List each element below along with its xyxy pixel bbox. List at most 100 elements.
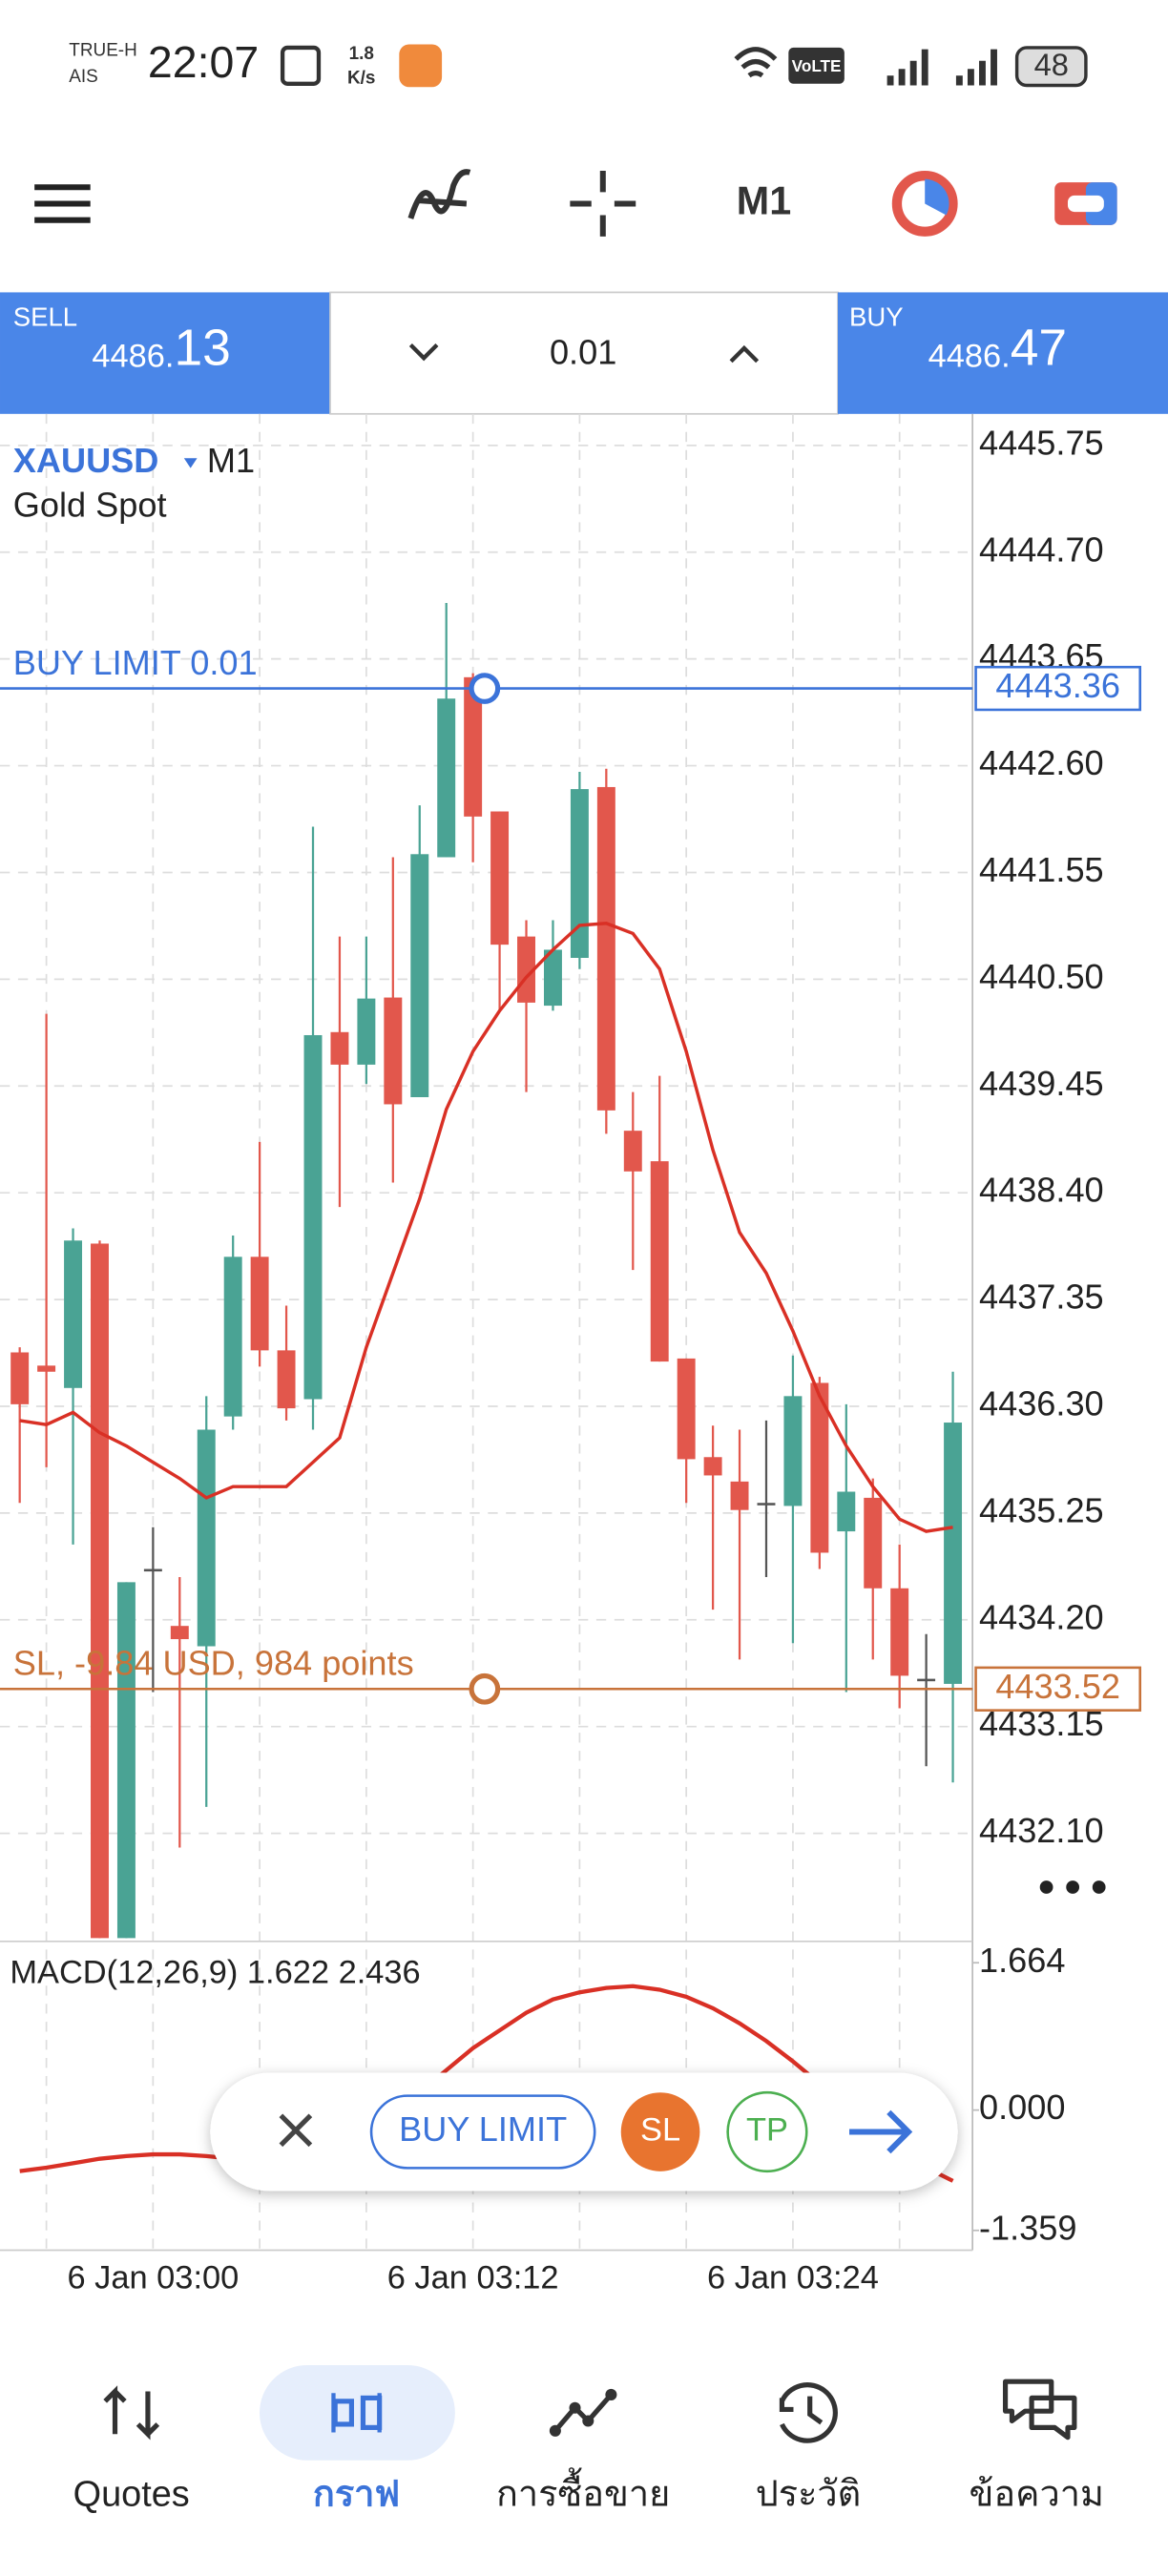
tp-button[interactable] <box>726 2090 808 2173</box>
y-tick-label: 4436.30 <box>979 1384 1104 1423</box>
candle-body <box>917 1678 936 1682</box>
candle-body <box>596 786 615 1111</box>
trade-tab-dot <box>605 2388 617 2400</box>
candle-body <box>197 1429 216 1647</box>
macd-signal <box>19 1984 954 2183</box>
candle-body <box>944 1423 963 1684</box>
app-icon <box>399 44 443 88</box>
net-speed: 1.8 <box>349 44 374 64</box>
x-tick-label: 6 Jan 03:24 <box>707 2260 879 2296</box>
candle-body <box>170 1626 189 1640</box>
clock: 22:07 <box>148 37 259 87</box>
candle-body <box>303 1034 323 1400</box>
crosshair-icon[interactable] <box>570 171 636 237</box>
candle-body <box>384 997 403 1105</box>
battery-level: 48 <box>1034 47 1069 82</box>
candle-body <box>410 854 429 1097</box>
more-dot <box>1092 1880 1106 1894</box>
candle-body <box>330 1031 349 1065</box>
y-tick-label: 4439.45 <box>979 1064 1104 1103</box>
candle-body <box>703 1457 722 1476</box>
timeframe-button[interactable]: M1 <box>737 178 791 222</box>
candle-body <box>810 1382 829 1553</box>
candle-body <box>757 1503 776 1506</box>
sl-button[interactable] <box>620 2092 700 2171</box>
net-speed-unit: K/s <box>347 69 375 89</box>
menu-icon[interactable] <box>34 184 91 223</box>
nav-label[interactable]: ประวัติ <box>756 2475 862 2515</box>
trade-icon-part <box>1067 195 1104 213</box>
y-tick-label: 4437.35 <box>979 1278 1104 1317</box>
level-handle <box>469 673 501 704</box>
lot-size[interactable]: 0.01 <box>550 332 616 371</box>
candle-body <box>783 1396 803 1506</box>
sell-label: SELL <box>13 301 77 331</box>
clock-icon[interactable] <box>891 171 958 237</box>
level-price-box <box>974 665 1142 712</box>
candle-body <box>223 1257 242 1417</box>
trade-tab-icon[interactable] <box>553 2393 614 2433</box>
y-tick-label: 4441.55 <box>979 850 1104 889</box>
y-tick-label: -1.359 <box>979 2208 1076 2247</box>
lot-decrease[interactable] <box>408 343 439 362</box>
candle-body <box>277 1350 296 1409</box>
candle-body <box>143 1568 162 1572</box>
candle-body <box>623 1131 642 1172</box>
sell-button[interactable] <box>0 292 331 414</box>
sl-text: SL <box>640 2112 680 2149</box>
nav-label[interactable]: กราฟ <box>313 2475 400 2515</box>
nav-label[interactable]: Quotes <box>73 2475 190 2515</box>
more-dot[interactable] <box>1039 1880 1053 1894</box>
lot-increase[interactable] <box>729 344 760 364</box>
level-label: BUY LIMIT 0.01 <box>13 643 258 682</box>
level-price-box <box>974 1666 1142 1712</box>
candle-body <box>464 676 483 817</box>
signal-icon <box>886 49 997 86</box>
buy-button[interactable] <box>837 292 1168 414</box>
x-tick-label: 6 Jan 03:12 <box>387 2260 559 2296</box>
clock-icon-part <box>925 178 949 216</box>
wifi-icon <box>734 47 778 78</box>
y-tick-label: 4442.60 <box>979 743 1104 782</box>
quotes-icon[interactable] <box>103 2385 160 2441</box>
more-dot <box>1066 1880 1080 1894</box>
lot-panel <box>329 291 839 415</box>
buy-price: 4486. <box>928 338 1011 374</box>
y-tick-label: 4440.50 <box>979 957 1104 996</box>
symbol-dropdown[interactable] <box>183 458 198 468</box>
carrier: TRUE-H <box>69 40 136 60</box>
next-button[interactable] <box>849 2109 913 2154</box>
candle-body <box>543 949 562 1007</box>
candle-body <box>10 1352 30 1404</box>
symbol[interactable]: XAUUSD <box>13 441 159 480</box>
level-price: 4443.36 <box>995 666 1120 705</box>
messages-icon[interactable] <box>1002 2379 1077 2441</box>
close-button[interactable] <box>279 2113 313 2148</box>
indicators-icon[interactable] <box>407 169 471 219</box>
y-tick-label: 4435.25 <box>979 1490 1104 1529</box>
nav-label[interactable]: ข้อความ <box>970 2475 1104 2515</box>
level-label: SL, -9.84 USD, 984 points <box>13 1644 414 1683</box>
y-tick-label: 4444.70 <box>979 530 1104 569</box>
trade-tab-dot <box>569 2401 581 2414</box>
history-icon[interactable] <box>779 2382 838 2443</box>
x-tick-label: 6 Jan 03:00 <box>67 2260 239 2296</box>
level-price: 4433.52 <box>995 1667 1120 1706</box>
y-tick-label: 0.000 <box>979 2088 1065 2127</box>
candle-body <box>250 1257 269 1351</box>
volte: VoLTE <box>792 56 842 75</box>
y-tick-label: 4434.20 <box>979 1597 1104 1636</box>
y-tick-label: 4438.40 <box>979 1171 1104 1210</box>
buy-limit-button[interactable] <box>369 2094 596 2170</box>
candle-body <box>64 1240 83 1388</box>
candle-body <box>864 1497 883 1589</box>
level-handle <box>469 1672 501 1705</box>
candle-body <box>490 811 510 945</box>
nav-label[interactable]: การซื้อขาย <box>496 2467 670 2515</box>
candle-body <box>837 1491 856 1532</box>
candle-body <box>570 789 589 958</box>
tp-text: TP <box>746 2112 788 2149</box>
carrier: AIS <box>69 67 98 87</box>
candle-body <box>37 1365 56 1372</box>
